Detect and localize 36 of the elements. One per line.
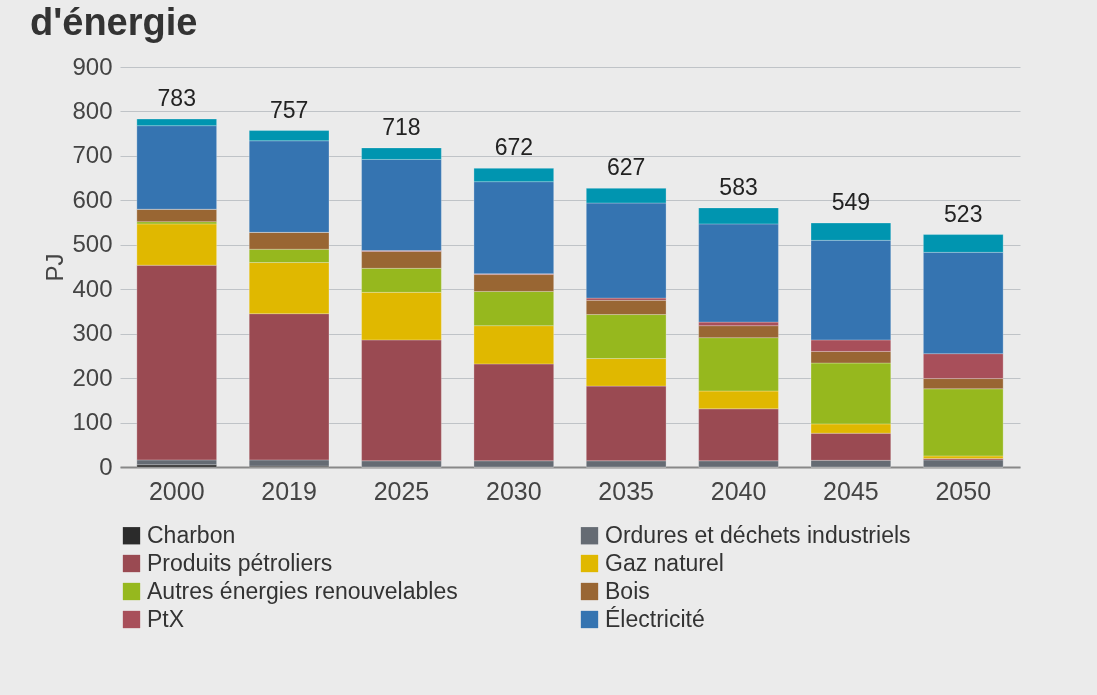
x-tick-label: 2025 (373, 476, 430, 505)
legend-label: Bois (605, 577, 650, 604)
total-label: 718 (382, 113, 421, 140)
y-tick-label: 300 (72, 319, 113, 347)
total-label: 757 (269, 96, 309, 123)
total-label: 583 (719, 173, 758, 200)
y-tick-label: 500 (72, 230, 113, 258)
legend-label: PtX (147, 605, 185, 632)
chart-title: d'énergie (30, 1, 198, 43)
y-tick-label: 0 (99, 452, 113, 480)
legend-label: Gaz naturel (605, 549, 724, 576)
y-tick-label: 400 (72, 274, 113, 302)
y-tick-label: 800 (72, 96, 113, 124)
x-tick-label: 2040 (710, 476, 767, 505)
x-tick-label: 2000 (148, 476, 205, 505)
legend-label: Ordures et déchets industriels (605, 521, 911, 548)
x-tick-label: 2050 (935, 476, 992, 505)
legend-label: Charbon (147, 521, 236, 548)
total-label: 523 (944, 200, 983, 227)
total-label: 783 (157, 85, 196, 111)
x-tick-label: 2019 (261, 476, 317, 505)
total-label: 672 (494, 134, 534, 161)
y-tick-label: 100 (72, 408, 113, 436)
y-axis-title: PJ (41, 253, 69, 282)
legend-label: Autres énergies renouvelables (147, 577, 458, 604)
y-tick-label: 700 (72, 141, 113, 169)
x-tick-label: 2035 (598, 476, 654, 505)
y-tick-label: 600 (72, 185, 113, 213)
legend-label: Électricité (605, 605, 705, 632)
total-label: 627 (606, 154, 646, 181)
total-label: 549 (831, 189, 871, 215)
y-tick-label: 200 (72, 363, 113, 391)
x-tick-label: 2045 (823, 476, 879, 505)
x-tick-label: 2030 (486, 476, 542, 505)
y-tick-label: 900 (72, 52, 113, 80)
legend-label: Produits pétroliers (147, 549, 333, 576)
